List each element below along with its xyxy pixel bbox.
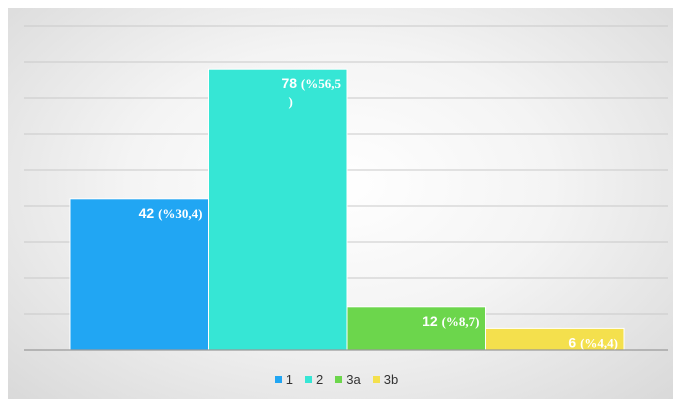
legend-label: 1 [285,372,294,387]
data-label-2-wrap: ) [289,94,293,109]
legend-item-3a: 3a [335,372,361,387]
legend-label: 3a [346,372,361,387]
data-label-3a: 12 (%8,7) [422,313,479,329]
legend-item-3b: 3b [372,372,399,387]
legend-swatch [335,376,343,383]
legend: 1 2 3a 3b [0,372,673,387]
legend-item-2: 2 [305,372,323,387]
data-label-1: 42 (%30,4) [139,205,203,221]
legend-swatch [305,376,313,383]
legend-label: 3b [383,372,399,387]
legend-item-1: 1 [274,372,294,387]
bar-3a [346,306,486,351]
data-label-2: 78 (%56,5 [281,75,341,91]
bar-1 [69,198,209,351]
legend-swatch [274,376,282,383]
data-label-3b: 6 (%4,4) [568,334,618,350]
legend-label: 2 [316,372,324,387]
bar-2 [208,68,348,351]
legend-swatch [372,376,380,383]
